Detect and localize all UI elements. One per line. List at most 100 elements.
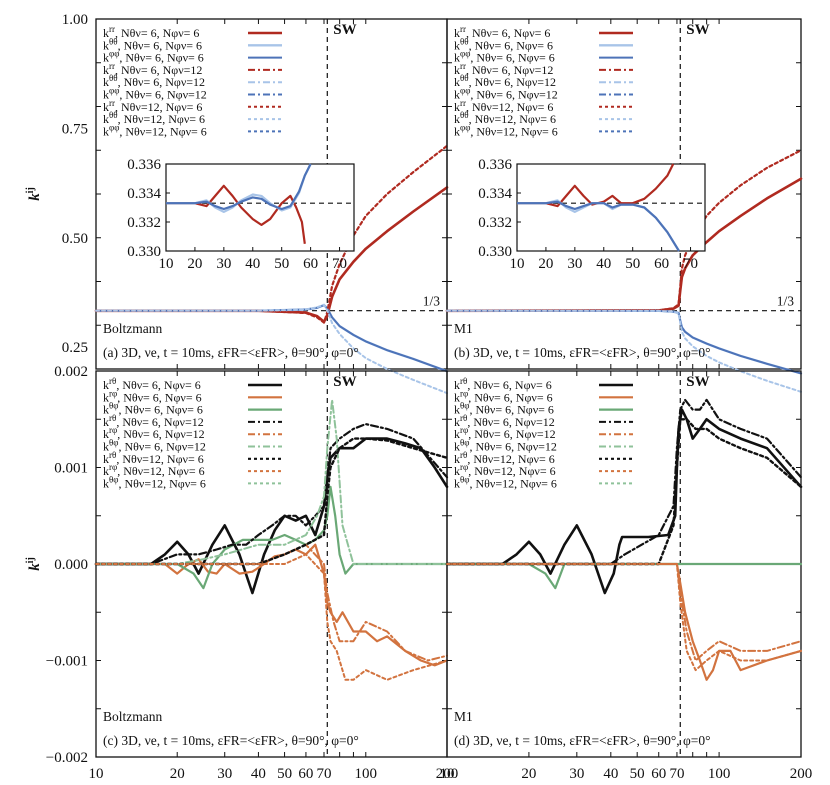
legend-entry-label: kθθ, Nθν= 6, Nφν= 6 xyxy=(103,36,202,52)
panel-label: (a) 3D, νe, t = 10ms, εFR=<εFR>, θ=90°, … xyxy=(103,345,359,360)
legend-rest: , Nθν= 6, Nφν=12 xyxy=(117,427,204,441)
legend-k: k xyxy=(454,88,460,102)
legend-rest: , Nθν= 6, Nφν= 6 xyxy=(116,378,200,392)
y-tick-label: 1.00 xyxy=(62,12,88,28)
legend-k: k xyxy=(454,427,460,441)
legend-entry-label: kθφ, Nθν= 6, Nφν= 6 xyxy=(103,401,203,417)
legend-sup: θφ xyxy=(460,474,470,484)
inset-x-tick-label: 30 xyxy=(567,256,582,272)
legend-sup: rθ xyxy=(109,376,116,386)
legend-sup: rθ xyxy=(460,413,467,423)
legend-sup: rr xyxy=(460,98,466,108)
legend-sup: rθ xyxy=(109,450,116,460)
legend-sup: θθ xyxy=(109,110,118,120)
method-label: M1 xyxy=(454,709,473,724)
legend-sup: rr xyxy=(460,61,466,71)
legend-sup: rφ xyxy=(460,462,468,472)
legend-sup: θθ xyxy=(109,36,118,46)
legend-rest: , Nθν=12, Nφν= 6 xyxy=(469,112,556,126)
shock-label: SW xyxy=(686,374,709,390)
legend-sup: rr xyxy=(109,24,115,34)
y-axis-label: kij xyxy=(25,187,43,201)
series-line xyxy=(446,563,802,662)
y-axis-k: k xyxy=(27,193,43,201)
x-tick-label: 200 xyxy=(436,766,459,782)
legend-rest: , Nθν= 6, Nφν=12 xyxy=(119,88,206,102)
legend-k: k xyxy=(454,464,460,478)
inset-series-line xyxy=(517,200,680,252)
legend-k: k xyxy=(454,440,460,454)
legend-entry-label: krφ, Nθν= 6, Nφν=12 xyxy=(454,425,556,441)
panel-label: (c) 3D, νe, t = 10ms, εFR=<εFR>, θ=90°, … xyxy=(103,733,359,748)
legend-rest: , Nθν= 6, Nφν= 6 xyxy=(117,390,201,404)
series-line xyxy=(94,303,449,373)
inset-y-tick-label: 0.330 xyxy=(127,244,161,260)
y-tick-label: 0.50 xyxy=(62,231,88,247)
y-tick-label: −0.002 xyxy=(46,750,88,766)
y-axis-sup: ij xyxy=(25,187,36,193)
legend-k: k xyxy=(103,38,109,52)
legend-sup: φφ xyxy=(109,122,119,132)
legend-entry-label: kθφ, Nθν= 6, Nφν= 6 xyxy=(454,401,554,417)
legend-sup: θθ xyxy=(460,36,469,46)
legend-sup: rθ xyxy=(460,376,467,386)
legend-sup: rφ xyxy=(460,388,468,398)
series-line xyxy=(445,309,803,375)
legend-k: k xyxy=(454,415,460,429)
shock-label: SW xyxy=(333,22,356,38)
legend-entry-label: krφ, Nθν= 6, Nφν= 6 xyxy=(454,388,553,404)
legend-rest: , Nθν= 6, Nφν= 6 xyxy=(119,51,203,65)
x-tick-label: 100 xyxy=(708,766,731,782)
legend-k: k xyxy=(454,476,460,490)
x-tick-label: 100 xyxy=(355,766,378,782)
legend-entry-label: krr, Nθν= 6, Nφν= 6 xyxy=(454,24,550,40)
legend-k: k xyxy=(103,464,109,478)
y-tick-label: 0.75 xyxy=(62,121,88,137)
legend-k: k xyxy=(454,390,460,404)
legend-rest: , Nθν=12, Nφν= 6 xyxy=(117,464,204,478)
series-line xyxy=(95,553,448,681)
x-tick-label: 50 xyxy=(630,766,645,782)
inset-series-line xyxy=(166,163,312,211)
series-line xyxy=(94,144,449,324)
inset-x-tick-label: 60 xyxy=(303,256,318,272)
legend-k: k xyxy=(103,440,109,454)
inset: 10 20 30 40 50 60 70 0.330 0.332 0.334 0.336 xyxy=(127,157,355,272)
inset-x-tick-label: 50 xyxy=(625,256,640,272)
legend-k: k xyxy=(454,51,460,65)
inset-x-tick-label: 20 xyxy=(187,256,202,272)
legend-k: k xyxy=(103,427,109,441)
x-tick-label: 30 xyxy=(569,766,584,782)
series-line xyxy=(445,562,803,681)
legend-k: k xyxy=(103,88,109,102)
legend-entry-label: krθ, Nθν= 6, Nφν=12 xyxy=(454,413,555,429)
series-line xyxy=(446,309,802,375)
legend-k: k xyxy=(103,452,109,466)
legend-entry-label: krr, Nθν=12, Nφν= 6 xyxy=(454,98,553,114)
legend-k: k xyxy=(454,75,460,89)
legend-sup: rφ xyxy=(109,425,117,435)
legend-k: k xyxy=(103,26,109,40)
reference-label: 1/3 xyxy=(423,294,441,309)
x-tick-label: 200 xyxy=(790,766,813,782)
legend-rest: , Nθν=12, Nφν= 6 xyxy=(115,100,202,114)
inset-x-tick-label: 40 xyxy=(596,256,611,272)
legend-rest: , Nθν= 6, Nφν= 6 xyxy=(118,38,202,52)
legend-rest: , Nθν= 6, Nφν=12 xyxy=(470,440,557,454)
legend-rest: , Nθν= 6, Nφν=12 xyxy=(116,415,203,429)
legend-k: k xyxy=(103,415,109,429)
inset-y-tick-label: 0.332 xyxy=(127,215,161,231)
inset-x-tick-label: 20 xyxy=(538,256,553,272)
legend-k: k xyxy=(454,124,460,138)
inset-y-tick-label: 0.336 xyxy=(127,157,161,173)
legend-k: k xyxy=(454,100,460,114)
legend-sup: rφ xyxy=(109,388,117,398)
series-line xyxy=(446,563,802,672)
legend-sup: θφ xyxy=(109,474,119,484)
inset-x-tick-label: 70 xyxy=(683,256,698,272)
legend-rest: , Nθν=12, Nφν= 6 xyxy=(466,100,553,114)
legend-rest: , Nθν=12, Nφν= 6 xyxy=(468,464,555,478)
series-line xyxy=(95,304,448,373)
